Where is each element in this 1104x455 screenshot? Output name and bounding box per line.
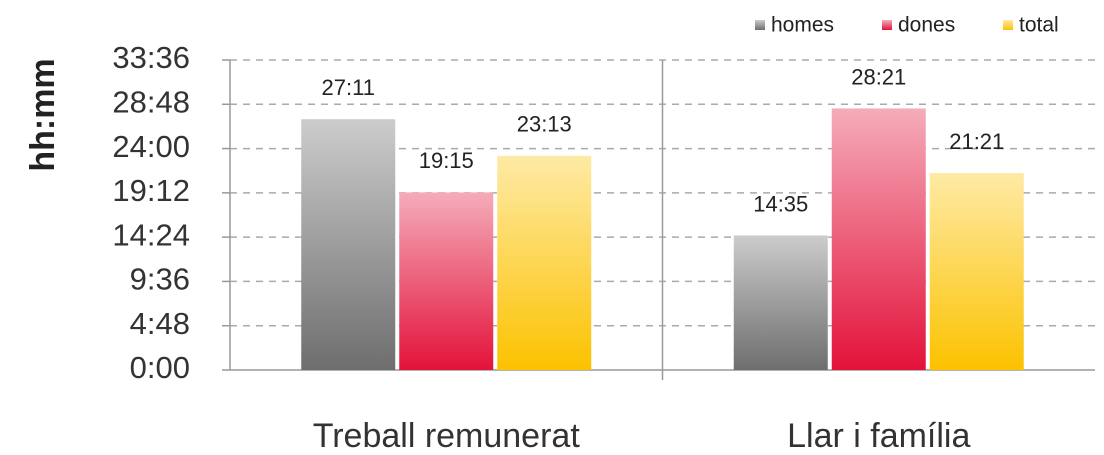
- data-label: 19:15: [419, 148, 474, 173]
- y-tick-label: 9:36: [130, 262, 190, 297]
- bar: [733, 235, 828, 370]
- y-tick-label: 0:00: [130, 350, 190, 385]
- legend-swatch: [1003, 20, 1013, 30]
- legend-label: homes: [771, 14, 834, 37]
- y-tick-label: 28:48: [112, 84, 190, 119]
- data-label: 21:21: [949, 129, 1004, 154]
- bar: [497, 155, 592, 370]
- data-label: 28:21: [851, 64, 906, 89]
- bar: [399, 192, 494, 370]
- bar: [831, 108, 926, 370]
- data-label: 27:11: [322, 75, 375, 100]
- x-tick-label: Treball remunerat: [313, 417, 581, 455]
- x-tick-label: Llar i família: [787, 417, 970, 455]
- bar: [301, 119, 396, 371]
- data-label: 14:35: [753, 191, 808, 216]
- y-tick-label: 19:12: [112, 173, 190, 208]
- data-label: 23:13: [517, 112, 572, 137]
- y-tick-label: 33:36: [112, 40, 190, 75]
- legend-label: dones: [898, 14, 955, 37]
- legend-swatch: [882, 20, 892, 30]
- y-tick-label: 24:00: [112, 129, 190, 164]
- y-tick-label: 14:24: [112, 217, 190, 252]
- bar: [929, 173, 1024, 370]
- legend-swatch: [755, 20, 765, 30]
- y-tick-label: 4:48: [130, 306, 190, 341]
- legend-label: total: [1019, 14, 1059, 37]
- y-axis-label: hh:mm: [24, 58, 62, 171]
